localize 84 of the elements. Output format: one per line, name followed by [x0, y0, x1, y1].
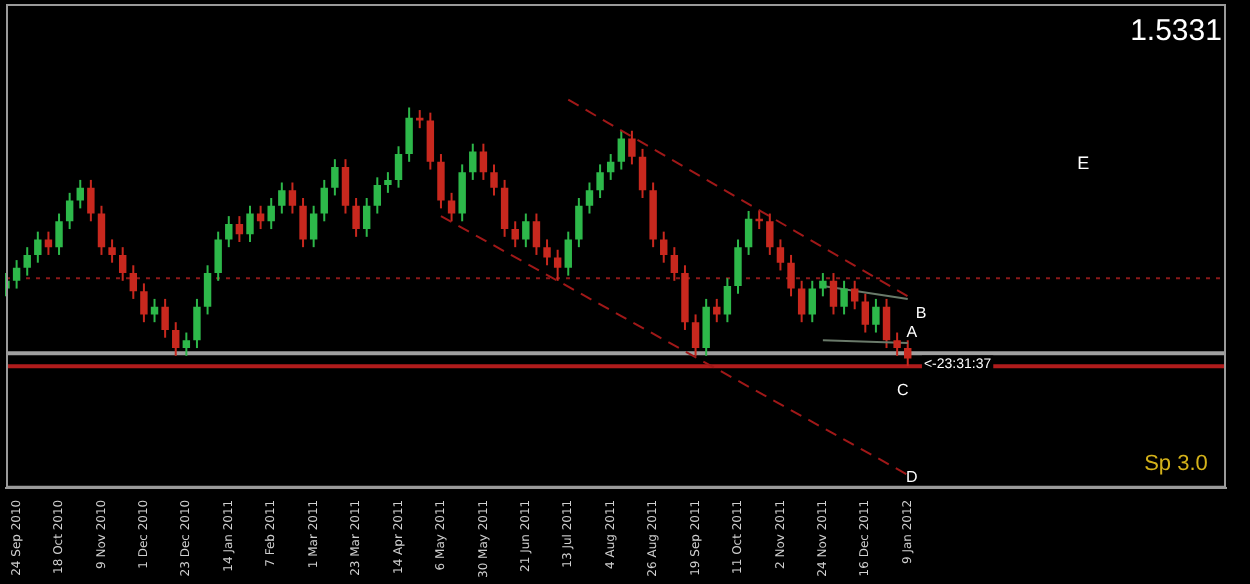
candlestick	[44, 230, 53, 256]
candlestick	[299, 197, 307, 249]
candlestick	[829, 272, 838, 316]
candlestick	[797, 279, 806, 324]
annotation: D	[905, 467, 918, 486]
candlestick	[840, 279, 848, 316]
candlestick	[543, 238, 551, 267]
candlestick	[511, 220, 519, 249]
candlestick	[553, 248, 562, 282]
candlestick	[246, 204, 254, 243]
candlestick	[341, 158, 350, 215]
candlestick	[808, 279, 816, 324]
candlestick	[734, 238, 742, 295]
candlestick	[55, 212, 63, 256]
text: Sp 3.0	[1144, 451, 1208, 476]
candlestick	[172, 321, 180, 357]
candlestick	[108, 238, 116, 264]
candlestick	[161, 297, 169, 339]
candlestick	[23, 246, 31, 277]
candlestick	[575, 197, 583, 249]
candlestick	[500, 178, 509, 238]
annotation: E	[1077, 152, 1090, 173]
candlestick	[309, 204, 318, 249]
candlestick	[87, 178, 95, 223]
candlestick	[278, 181, 286, 215]
candlestick	[288, 181, 297, 215]
candlestick	[203, 264, 212, 316]
candlestick	[606, 153, 615, 181]
candlestick	[331, 158, 339, 197]
candlestick	[819, 272, 827, 298]
candlestick	[638, 147, 647, 200]
candlestick	[76, 178, 84, 210]
candlestick	[702, 297, 710, 357]
candlestick	[585, 181, 594, 215]
candlestick	[532, 212, 541, 256]
text: 1.5331	[1130, 14, 1222, 49]
candlestick	[214, 230, 222, 282]
candlestick	[564, 230, 572, 277]
candlestick	[362, 197, 371, 238]
candlestick	[12, 259, 21, 290]
candlestick	[458, 163, 466, 223]
candlestick	[394, 145, 403, 189]
candlestick	[479, 142, 488, 181]
annotation: A	[906, 322, 919, 341]
text: C	[896, 381, 909, 400]
candlestick	[225, 215, 233, 249]
candlestick	[893, 331, 901, 357]
candlestick	[267, 197, 275, 231]
candlestick	[34, 230, 42, 264]
candlestick	[437, 153, 445, 210]
candlestick	[426, 111, 435, 171]
candlestick	[65, 191, 74, 231]
candlestick	[691, 313, 700, 357]
candlestick	[882, 297, 891, 350]
candlestick	[182, 331, 191, 357]
candlestick	[787, 253, 795, 298]
candlestick	[352, 197, 360, 238]
candlestick	[617, 129, 626, 171]
annotation: B	[915, 304, 927, 323]
candlestick	[373, 176, 382, 215]
candlestick	[118, 246, 127, 282]
candlestick	[447, 191, 456, 223]
candlestick	[129, 264, 138, 300]
candlestick	[469, 142, 477, 181]
candlestick	[861, 292, 870, 334]
candlestick	[872, 297, 880, 334]
candlestick	[670, 246, 679, 282]
candlestick	[904, 339, 912, 368]
candlestick	[766, 212, 774, 256]
candlestick	[776, 238, 785, 272]
candlestick	[660, 230, 668, 264]
candlestick	[522, 212, 530, 249]
candlestick	[140, 282, 148, 324]
candlestick	[723, 277, 732, 324]
candlestick	[596, 163, 604, 200]
candlestick	[193, 297, 201, 350]
candlestick	[320, 178, 328, 223]
candlestick	[628, 129, 636, 166]
candlestick	[405, 106, 413, 163]
candlestick	[384, 171, 392, 194]
candlestick	[490, 163, 498, 197]
candlestick	[97, 204, 106, 256]
candlestick	[235, 215, 244, 243]
candlestick	[744, 209, 753, 256]
